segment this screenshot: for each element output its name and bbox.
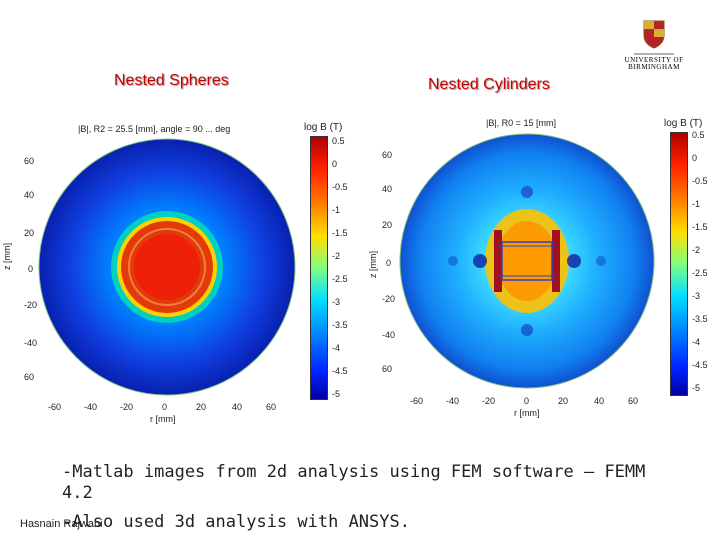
cb-tick: -3 <box>332 297 341 307</box>
y-tick: 60 <box>24 372 35 382</box>
cb-tick: 0.5 <box>332 136 345 146</box>
cb-tick: -1 <box>332 205 341 215</box>
y-tick: 60 <box>382 150 393 160</box>
cb-tick: 0 <box>692 153 698 163</box>
cb-tick: -4 <box>332 343 341 353</box>
left-y-label: z [mm] <box>2 243 12 270</box>
cb-tick: -0.5 <box>332 182 348 192</box>
left-y-ticks: 60 40 20 0 -20 -40 60 <box>24 150 38 410</box>
logo-text-line2: BIRMINGHAM <box>628 63 680 71</box>
cb-tick: -0.5 <box>692 176 708 186</box>
right-y-label: z [mm] <box>368 251 378 278</box>
right-colorbar <box>670 132 688 396</box>
left-field-plot <box>36 136 298 398</box>
university-logo: UNIVERSITY OF BIRMINGHAM <box>618 18 690 71</box>
x-tick: 60 <box>628 396 639 406</box>
right-x-label: r [mm] <box>514 408 540 418</box>
x-tick: 40 <box>232 402 243 412</box>
right-field-plot <box>398 132 656 390</box>
x-tick: -20 <box>120 402 134 412</box>
y-tick: 0 <box>28 264 34 274</box>
cb-tick: 0.5 <box>692 130 705 140</box>
cb-tick: -2.5 <box>332 274 348 284</box>
x-tick: -60 <box>410 396 424 406</box>
crest-icon <box>634 20 674 55</box>
right-colorbar-ticks: 0.5 0 -0.5 -1 -1.5 -2 -2.5 -3 -3.5 -4 -4… <box>692 130 718 402</box>
x-tick: -20 <box>482 396 496 406</box>
bullet-matlab-continued: 4.2 <box>62 483 93 503</box>
x-tick: 0 <box>162 402 168 412</box>
x-tick: -60 <box>48 402 62 412</box>
left-x-ticks: -60 -40 -20 0 20 40 60 <box>40 402 310 414</box>
left-colorbar <box>310 136 328 400</box>
title-nested-cylinders: Nested Cylinders <box>428 76 550 93</box>
cb-tick: -4.5 <box>332 366 348 376</box>
cb-tick: -3.5 <box>332 320 348 330</box>
y-tick: -40 <box>24 338 38 348</box>
x-tick: 20 <box>196 402 207 412</box>
y-tick: -20 <box>24 300 38 310</box>
logo-text-line1: UNIVERSITY OF <box>624 56 684 64</box>
cb-tick: -2.5 <box>692 268 708 278</box>
cb-tick: -3 <box>692 291 701 301</box>
x-tick: 20 <box>558 396 569 406</box>
x-tick: 40 <box>594 396 605 406</box>
cb-tick: -5 <box>332 389 341 399</box>
left-colorbar-ticks: 0.5 0 -0.5 -1 -1.5 -2 -2.5 -3 -3.5 -4 -4… <box>332 136 362 406</box>
y-tick: 60 <box>24 156 35 166</box>
title-nested-spheres: Nested Spheres <box>114 72 229 89</box>
y-tick: 20 <box>382 220 393 230</box>
x-tick: -40 <box>446 396 460 406</box>
y-tick: 20 <box>24 228 35 238</box>
cb-tick: -5 <box>692 383 701 393</box>
right-colorbar-label: log B (T) <box>664 118 703 129</box>
left-plot-title: |B|, R2 = 25.5 [mm], angle = 90 ... deg <box>78 124 231 134</box>
x-tick: 60 <box>266 402 277 412</box>
cb-tick: -1.5 <box>332 228 348 238</box>
footer-author: Hasnain Rajwani <box>20 518 103 530</box>
bullet-matlab: -Matlab images from 2d analysis using FE… <box>62 462 646 482</box>
cb-tick: -2 <box>692 245 701 255</box>
right-plot-title: |B|, R0 = 15 [mm] <box>486 118 556 128</box>
y-tick: 0 <box>386 258 392 268</box>
y-tick: -40 <box>382 330 396 340</box>
cb-tick: 0 <box>332 159 338 169</box>
x-tick: -40 <box>84 402 98 412</box>
x-tick: 0 <box>524 396 530 406</box>
right-y-ticks: 60 40 20 0 -20 -40 60 <box>382 146 398 406</box>
y-tick: 40 <box>382 184 393 194</box>
left-x-label: r [mm] <box>150 414 176 424</box>
cb-tick: -1 <box>692 199 701 209</box>
y-tick: 40 <box>24 190 35 200</box>
cb-tick: -2 <box>332 251 341 261</box>
y-tick: 60 <box>382 364 393 374</box>
cb-tick: -3.5 <box>692 314 708 324</box>
y-tick: -20 <box>382 294 396 304</box>
cb-tick: -4.5 <box>692 360 708 370</box>
bullet-ansys: -Also used 3d analysis with ANSYS. <box>62 512 410 532</box>
cb-tick: -4 <box>692 337 701 347</box>
cb-tick: -1.5 <box>692 222 708 232</box>
left-colorbar-label: log B (T) <box>304 122 343 133</box>
right-x-ticks: -60 -40 -20 0 20 40 60 <box>404 396 664 408</box>
